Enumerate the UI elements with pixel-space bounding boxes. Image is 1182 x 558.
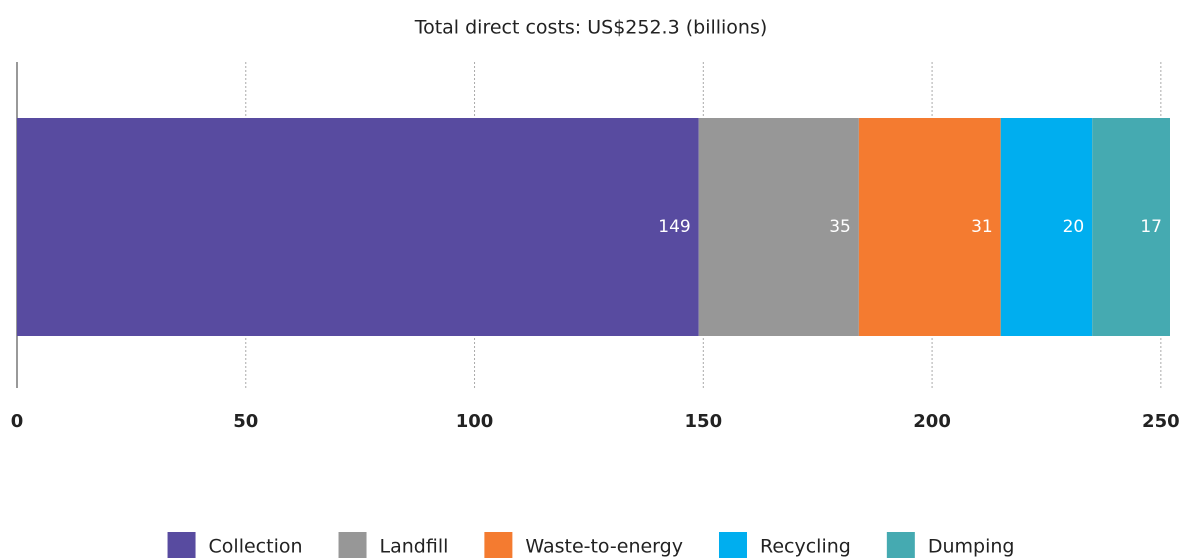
bar-segment — [1000, 118, 1093, 336]
x-tick-label: 250 — [1142, 411, 1180, 432]
x-tick-label: 150 — [685, 411, 723, 432]
legend-label: Waste-to-energy — [525, 536, 683, 558]
bar-segment — [858, 118, 1001, 336]
x-tick-label: 200 — [913, 411, 951, 432]
legend-swatch — [484, 532, 513, 558]
legend-swatch — [338, 532, 367, 558]
chart-title: Total direct costs: US$252.3 (billions) — [414, 17, 768, 39]
bar-segment — [698, 118, 859, 336]
legend-label: Recycling — [760, 536, 851, 558]
x-tick-label: 100 — [456, 411, 494, 432]
legend-label: Dumping — [928, 536, 1015, 558]
data-label: 31 — [971, 217, 993, 237]
data-label: 149 — [658, 217, 690, 237]
legend-label: Landfill — [380, 536, 449, 558]
bar-segment — [17, 118, 699, 336]
legend-swatch — [718, 532, 747, 558]
legend-label: Collection — [209, 536, 303, 558]
data-label: 35 — [829, 217, 851, 237]
x-tick-label: 50 — [233, 411, 258, 432]
x-tick-label: 0 — [11, 411, 24, 432]
data-label: 20 — [1063, 217, 1085, 237]
legend-swatch — [167, 532, 196, 558]
data-label: 17 — [1140, 217, 1162, 237]
bar-segment — [1092, 118, 1170, 336]
legend-swatch — [886, 532, 915, 558]
